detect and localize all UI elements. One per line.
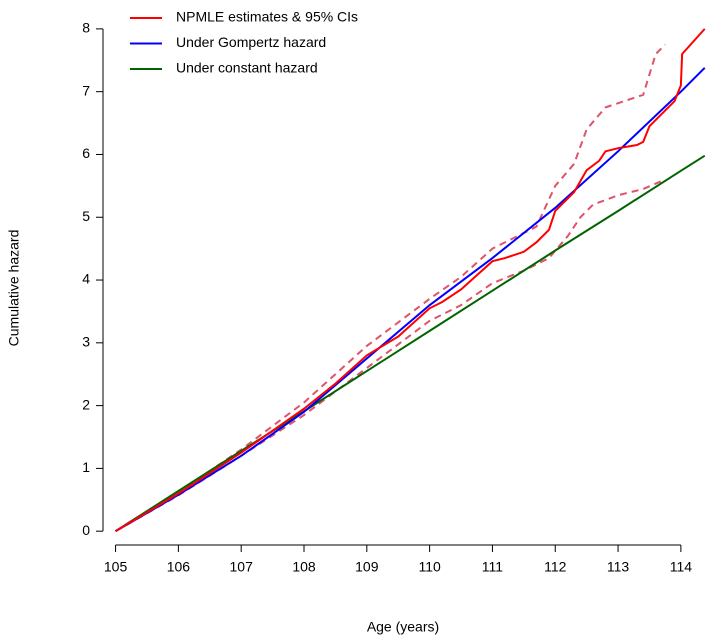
x-tick-label: 109 [355, 559, 379, 575]
legend-label: Under Gompertz hazard [176, 34, 326, 50]
x-tick-label: 108 [292, 559, 316, 575]
y-tick-label: 5 [82, 208, 90, 224]
legend-label: NPMLE estimates & 95% CIs [176, 9, 358, 25]
plot-area [115, 28, 706, 533]
y-tick-label: 1 [82, 459, 90, 475]
series-line [115, 67, 706, 533]
y-axis-title: Cumulative hazard [6, 230, 22, 347]
x-tick-label: 105 [104, 559, 128, 575]
x-axis-title: Age (years) [367, 619, 439, 635]
ci-line [115, 43, 666, 533]
y-tick-label: 8 [82, 20, 90, 36]
y-tick-label: 7 [82, 82, 90, 98]
x-tick-label: 114 [670, 559, 693, 575]
ci-line [115, 178, 666, 533]
x-tick-label: 110 [418, 559, 441, 575]
x-tick-label: 112 [544, 559, 567, 575]
x-tick-label: 111 [482, 559, 503, 575]
y-tick-label: 3 [82, 334, 90, 350]
x-tick-label: 107 [230, 559, 254, 575]
y-tick-label: 6 [82, 145, 90, 161]
y-tick-label: 0 [82, 522, 90, 538]
x-tick-label: 113 [607, 559, 630, 575]
y-tick-label: 4 [82, 271, 90, 287]
x-tick-label: 106 [167, 559, 191, 575]
series-line [115, 154, 706, 533]
series-line [115, 28, 706, 533]
legend-label: Under constant hazard [176, 60, 318, 76]
y-tick-label: 2 [82, 396, 90, 412]
